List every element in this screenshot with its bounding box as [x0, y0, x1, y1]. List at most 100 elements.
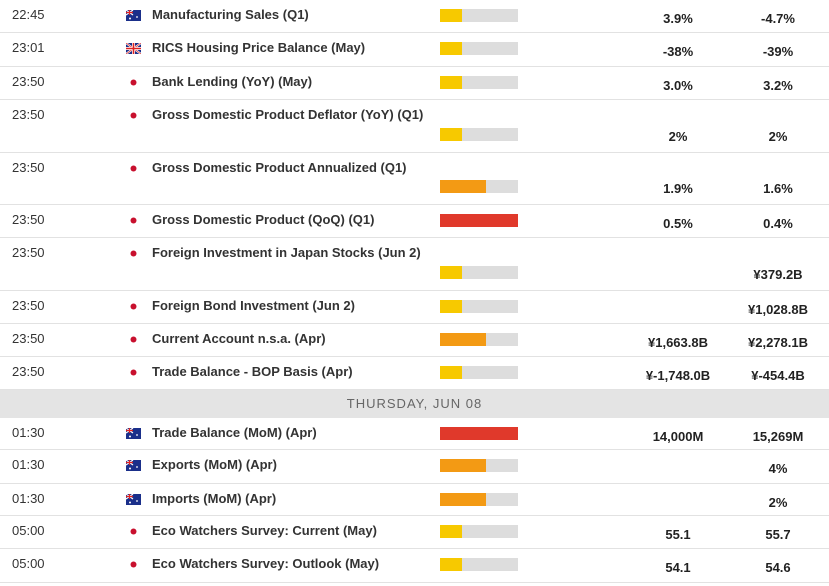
forecast-value: 2%: [768, 129, 788, 144]
event-name: Imports (MoM) (Apr): [152, 491, 277, 506]
impact-level: [440, 266, 462, 279]
forecast-value: 0.4%: [763, 216, 793, 231]
forecast-value: 54.6: [765, 560, 791, 575]
country-flag: [126, 108, 141, 121]
time: 23:50: [12, 212, 45, 227]
forecast-value: ¥-454.4B: [751, 368, 805, 383]
time: 22:45: [12, 7, 45, 22]
impact-level: [440, 366, 462, 379]
impact-level: [440, 42, 462, 55]
country-flag: [126, 213, 141, 226]
impact-bar: [440, 180, 518, 193]
impact-bar: [440, 9, 518, 22]
event-name: Foreign Bond Investment (Jun 2): [152, 298, 355, 313]
actual-value: 54.1: [665, 560, 691, 575]
forecast-value: -4.7%: [761, 11, 795, 26]
forecast-value: 3.2%: [763, 78, 793, 93]
forecast-value: ¥1,028.8B: [748, 302, 808, 317]
impact-bar: [440, 525, 518, 538]
actual-value: 55.1: [665, 527, 691, 542]
forecast-value: ¥2,278.1B: [748, 335, 808, 350]
forecast-value: ¥379.2B: [753, 267, 803, 282]
event-name: Trade Balance (MoM) (Apr): [152, 425, 317, 440]
event-row: 23:01 RICS Housing Price Balance (May) -38…: [0, 33, 829, 67]
actual-value: 14,000M: [652, 429, 704, 444]
country-flag: [126, 299, 141, 312]
time: 01:30: [12, 457, 45, 472]
impact-level: [440, 427, 518, 440]
event-name: Eco Watchers Survey: Current (May): [152, 523, 377, 538]
event-row: 23:50 Current Account n.s.a. (Apr) ¥1,663.…: [0, 324, 829, 357]
impact-bar: [440, 266, 518, 279]
event-name: Gross Domestic Product (QoQ) (Q1): [152, 212, 375, 227]
event-name: Current Account n.s.a. (Apr): [152, 331, 326, 346]
impact-level: [440, 525, 462, 538]
impact-level: [440, 180, 486, 193]
impact-bar: [440, 128, 518, 141]
time: 23:50: [12, 298, 45, 313]
event-row: 23:50 Gross Domestic Product Annualized (…: [0, 153, 829, 205]
impact-level: [440, 214, 518, 227]
time: 23:50: [12, 331, 45, 346]
country-flag: [126, 557, 141, 570]
event-row: 23:50 Foreign Bond Investment (Jun 2) ¥1,0…: [0, 291, 829, 324]
impact-level: [440, 128, 462, 141]
impact-bar: [440, 76, 518, 89]
event-name: Foreign Investment in Japan Stocks (Jun …: [152, 245, 421, 260]
impact-level: [440, 333, 486, 346]
time: 05:00: [12, 556, 45, 571]
actual-value: 0.5%: [663, 216, 693, 231]
country-flag: [125, 492, 141, 505]
forecast-value: 55.7: [765, 527, 791, 542]
country-flag: [126, 246, 141, 259]
country-flag: [125, 41, 142, 55]
impact-level: [440, 558, 462, 571]
event-row: 22:45 Manufacturing Sales (Q1) 3.9% -4.7%: [0, 0, 829, 33]
event-row: 01:30 Exports (MoM) (Apr) 4%: [0, 450, 829, 484]
event-row: 01:30 Imports (MoM) (Apr) 2%: [0, 484, 829, 516]
impact-level: [440, 300, 462, 313]
event-name: RICS Housing Price Balance (May): [152, 40, 366, 55]
country-flag: [125, 458, 141, 471]
actual-value: 2%: [668, 129, 688, 144]
forecast-value: 4%: [768, 461, 788, 476]
time: 23:50: [12, 107, 45, 122]
country-flag: [126, 524, 141, 537]
time: 01:30: [12, 491, 45, 506]
event-row: 23:50 Foreign Investment in Japan Stocks …: [0, 238, 829, 291]
event-name: Gross Domestic Product Deflator (YoY) (Q…: [152, 107, 424, 122]
impact-bar: [440, 300, 518, 313]
event-name: Gross Domestic Product Annualized (Q1): [152, 160, 407, 175]
event-name: Eco Watchers Survey: Outlook (May): [152, 556, 380, 571]
country-flag: [125, 426, 141, 439]
time: 23:50: [12, 160, 45, 175]
actual-value: ¥1,663.8B: [648, 335, 708, 350]
country-flag: [126, 332, 141, 345]
time: 05:00: [12, 523, 45, 538]
impact-bar: [440, 493, 518, 506]
actual-value: 1.9%: [663, 181, 693, 196]
event-row: 05:00 Eco Watchers Survey: Current (May) 5…: [0, 516, 829, 549]
impact-bar: [440, 366, 518, 379]
impact-bar: [440, 42, 518, 55]
event-row: 23:50 Bank Lending (YoY) (May) 3.0% 3.2%: [0, 67, 829, 100]
event-name: Manufacturing Sales (Q1): [152, 7, 309, 22]
impact-bar: [440, 333, 518, 346]
forecast-value: 1.6%: [763, 181, 793, 196]
event-name: Bank Lending (YoY) (May): [152, 74, 313, 89]
time: 01:30: [12, 425, 45, 440]
event-row: 23:50 Gross Domestic Product (QoQ) (Q1) 0.…: [0, 205, 829, 238]
time: 23:50: [12, 74, 45, 89]
impact-bar: [440, 558, 518, 571]
day-separator: THURSDAY, JUN 08: [0, 390, 829, 418]
actual-value: 3.0%: [663, 78, 693, 93]
country-flag: [126, 161, 141, 174]
event-row: 23:50 Trade Balance - BOP Basis (Apr) ¥-1,…: [0, 357, 829, 390]
impact-bar: [440, 427, 518, 440]
impact-level: [440, 459, 486, 472]
country-flag: [125, 8, 141, 21]
actual-value: -38%: [662, 44, 694, 59]
impact-bar: [440, 459, 518, 472]
event-row: 23:50 Gross Domestic Product Deflator (Yo…: [0, 100, 829, 153]
